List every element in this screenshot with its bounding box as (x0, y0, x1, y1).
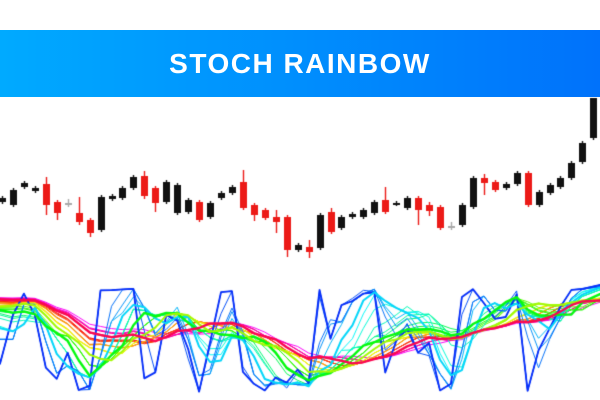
page-title: STOCH RAINBOW (169, 47, 431, 79)
title-banner: STOCH RAINBOW (0, 30, 600, 97)
